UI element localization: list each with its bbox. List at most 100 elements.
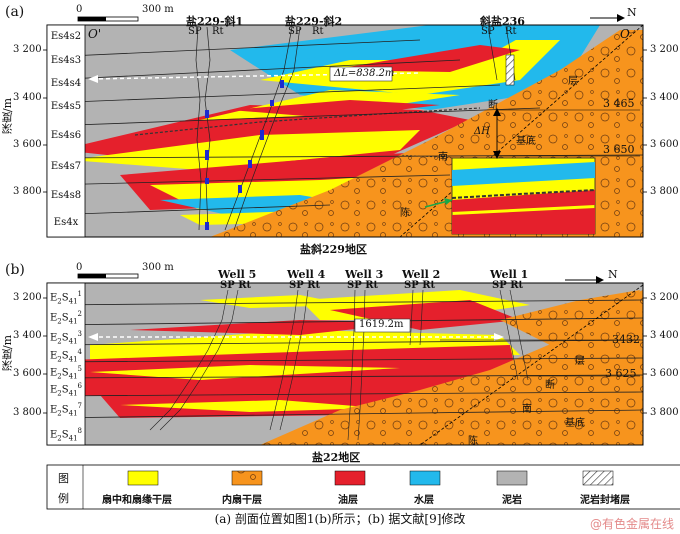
legend-label-1: 扇中和扇缘干层 xyxy=(102,495,172,506)
panel-a-tag: (a) xyxy=(5,4,25,20)
well-name-b-5: Well 5 xyxy=(218,268,257,281)
legend-swatch-oil xyxy=(334,470,366,486)
layer-b-part: E xyxy=(49,292,58,304)
layer-b-part: S xyxy=(61,367,69,379)
depth-tick-a-2: 3 400 xyxy=(13,92,42,103)
layer-a-2: Es4s3 xyxy=(50,55,82,66)
layer-b-part: E xyxy=(49,429,58,441)
layer-b-3: E2S413 xyxy=(48,324,84,346)
legend-swatch-seal xyxy=(582,470,614,486)
layer-b-part: 41 xyxy=(68,337,78,346)
layer-b-part: 2 xyxy=(57,409,62,418)
fault-word-a-3: 陈 xyxy=(400,208,410,219)
inner-fan-b xyxy=(260,290,643,445)
north-a: N xyxy=(627,6,637,19)
well-name-b-3: Well 3 xyxy=(345,268,384,281)
depth-tick-b-r4: 3 800 xyxy=(650,407,679,418)
legend-title-2: 例 xyxy=(58,492,69,505)
fault-word-a-4: 南 xyxy=(438,152,448,163)
well-rt-a-2: Rt xyxy=(312,26,324,37)
depth-tick-a-r4: 3 800 xyxy=(650,186,679,197)
depth-mark-a-1: 3 465 xyxy=(603,97,635,110)
well-sprt-b-2: SP Rt xyxy=(404,280,436,291)
layer-b-part: 2 xyxy=(57,297,62,306)
layer-b-sup: 8 xyxy=(77,427,83,435)
layer-b-part: S xyxy=(61,332,69,344)
fault-word-b-5: 基底 xyxy=(565,418,585,429)
layer-b-sup: 2 xyxy=(77,310,83,318)
depth-tick-a-1: 3 200 xyxy=(13,44,42,55)
well-sprt-b-3: SP Rt xyxy=(347,280,379,291)
panel-b xyxy=(43,273,647,446)
well-name-b-1: Well 1 xyxy=(490,268,529,281)
depth-tick-b-3: 3 600 xyxy=(13,368,42,379)
layer-b-2: E2S412 xyxy=(48,304,84,326)
layer-b-part: E xyxy=(49,367,58,379)
depth-tick-b-1: 3 200 xyxy=(13,292,42,303)
layer-b-sup: 5 xyxy=(77,365,83,373)
well-rt-a-3: Rt xyxy=(505,26,517,37)
layer-b-part: E xyxy=(49,312,58,324)
layer-b-part: E xyxy=(49,332,58,344)
layer-b-part: 41 xyxy=(68,409,78,418)
well-sprt-b-4: SP Rt xyxy=(289,280,321,291)
depth-tick-b-r2: 3 400 xyxy=(650,330,679,341)
figure-caption: (a) 剖面位置如图1(b)所示；(b) 据文献[9]修改 xyxy=(214,512,466,526)
layer-b-sup: 1 xyxy=(77,290,83,298)
fault-word-b-1: 断 xyxy=(545,380,555,391)
layer-b-part: E xyxy=(49,384,58,396)
layer-b-8: E2S418 xyxy=(48,417,84,446)
layer-b-part: 41 xyxy=(68,317,78,326)
layer-b-sup: 3 xyxy=(77,330,83,338)
legend-swatch-fan xyxy=(127,470,159,486)
depth-mark-a-2: 3 650 xyxy=(603,143,635,156)
area-b: 盐22地区 xyxy=(312,451,361,464)
legend-label-6: 泥岩封堵层 xyxy=(580,495,630,506)
panel-a xyxy=(43,14,647,238)
depth-mark-b-1: 3432 xyxy=(612,333,640,346)
scale-zero-b: 0 xyxy=(76,262,83,273)
well-sprt-b-1: SP Rt xyxy=(492,280,524,291)
panel-b-tag: (b) xyxy=(5,262,25,278)
fault-word-b-2: 层 xyxy=(575,356,585,367)
layer-column-a xyxy=(46,24,86,238)
distance-b: 1619.2m xyxy=(359,319,404,330)
layer-b-part: 41 xyxy=(68,389,78,398)
layer-b-part: E xyxy=(49,350,58,362)
layer-b-part: 41 xyxy=(68,297,78,306)
layer-b-part: 41 xyxy=(68,434,78,443)
north-b: N xyxy=(608,268,618,281)
layer-b-part: S xyxy=(61,292,69,304)
layer-b-7: E2S417 xyxy=(48,395,84,417)
fault-word-b-4: 南 xyxy=(522,404,532,415)
end-right-a: O xyxy=(620,27,630,41)
legend-label-5: 泥岩 xyxy=(502,495,522,506)
layer-b-sup: 6 xyxy=(77,382,83,390)
layer-b-sup: 7 xyxy=(77,402,83,410)
well-name-a-1: 盐229-斜1 xyxy=(186,15,244,28)
layer-b-part: 2 xyxy=(57,355,62,364)
layer-b-part: S xyxy=(61,404,69,416)
depth-tick-a-r2: 3 400 xyxy=(650,92,679,103)
well-sp-a-2: SP xyxy=(288,26,302,37)
depth-tick-a-4: 3 800 xyxy=(13,186,42,197)
layer-a-8: Es4x xyxy=(53,217,79,228)
layer-b-part: E xyxy=(49,404,58,416)
layer-b-4: E2S414 xyxy=(48,344,84,364)
legend xyxy=(46,464,680,510)
area-a: 盐斜229地区 xyxy=(300,243,367,256)
ylabel-a: 深度/m xyxy=(1,98,14,135)
layer-b-part: S xyxy=(61,429,69,441)
depth-tick-a-r3: 3 600 xyxy=(650,139,679,150)
well-name-b-4: Well 4 xyxy=(287,268,326,281)
well-name-a-2: 盐229-斜2 xyxy=(285,15,343,28)
layer-b-sup: 4 xyxy=(77,348,83,356)
legend-title-1: 图 xyxy=(58,472,69,485)
fault-word-a-5: 基底 xyxy=(516,136,536,147)
distance-a: ΔL=838.2m xyxy=(334,68,395,79)
well-sprt-b-5: SP Rt xyxy=(220,280,252,291)
depth-tick-b-r3: 3 600 xyxy=(650,368,679,379)
layer-b-part: 2 xyxy=(57,317,62,326)
